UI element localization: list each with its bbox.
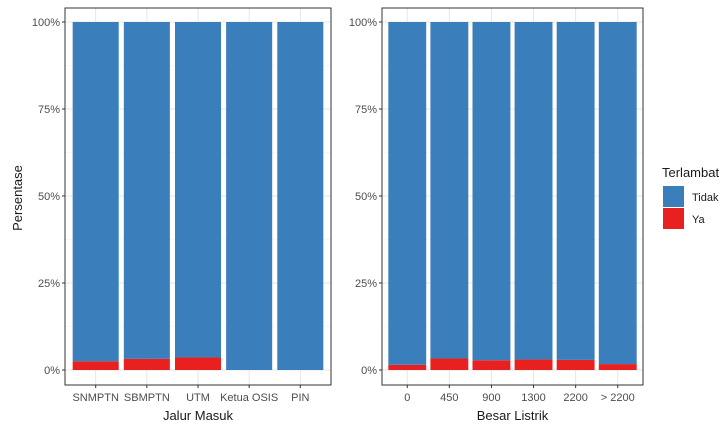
bar-ya-2200 (598, 364, 637, 370)
bar-tidak-2200 (556, 22, 595, 360)
x-tick-label-2200: 2200 (563, 392, 587, 404)
x-tick-label-1300: 1300 (521, 392, 545, 404)
bar-ya-900 (472, 360, 511, 370)
bar-tidak-pin (277, 22, 324, 370)
bar-tidak-sbmptn (123, 22, 170, 359)
y-tick-label: 0% (361, 365, 377, 377)
y-tick-label: 50% (355, 191, 377, 203)
bar-tidak-utm (174, 22, 222, 358)
legend-key-tidak (663, 186, 684, 207)
bar-ya-1300 (514, 359, 553, 370)
x-tick-label-ketua-osis: Ketua OSIS (220, 392, 278, 404)
bar-tidak-ketua-osis (226, 22, 273, 370)
bar-ya-snmptn (72, 361, 119, 370)
y-axis-label: Persentase (10, 165, 25, 231)
panel-jalur-masuk: SNMPTN SBMPTN UTM Ketua OSIS PIN 0% 25% 50% 75% 1… (32, 7, 332, 423)
x-axis-label: Jalur Masuk (163, 408, 234, 423)
x-tick-label-0: 0 (404, 392, 410, 404)
panel-besar-listrik: 0 450 900 1300 2200 > 2200 0% 25% 50% 75% 100% Besa… (349, 7, 644, 423)
y-tick-label: 100% (349, 17, 377, 29)
x-tick-label-2200: > 2200 (601, 392, 635, 404)
panel-border (381, 7, 644, 386)
x-tick-label-900: 900 (482, 392, 500, 404)
legend-title: Terlambat (662, 165, 719, 180)
y-tick-label: 50% (38, 191, 60, 203)
bar-ya-utm (174, 357, 222, 370)
bar-tidak-2200 (598, 22, 637, 365)
y-tick-label: 25% (38, 278, 60, 290)
bar-tidak-900 (472, 22, 511, 361)
y-tick-label: 25% (355, 278, 377, 290)
panel-border (64, 7, 332, 386)
bar-ya-2200 (556, 359, 595, 370)
bar-ya-sbmptn (123, 358, 170, 370)
bar-tidak-450 (430, 22, 469, 359)
y-tick-label: 75% (355, 104, 377, 116)
legend: Terlambat Tidak Ya (662, 165, 719, 229)
x-axis-label: Besar Listrik (477, 408, 549, 423)
x-tick-label-pin: PIN (291, 392, 309, 404)
y-tick-label: 75% (38, 104, 60, 116)
x-tick-label-sbmptn: SBMPTN (124, 392, 170, 404)
bar-tidak-0 (388, 22, 427, 365)
legend-label-ya: Ya (692, 214, 706, 226)
bar-tidak-1300 (514, 22, 553, 360)
x-tick-label-450: 450 (440, 392, 458, 404)
bar-tidak-snmptn (72, 22, 119, 362)
x-tick-label-utm: UTM (186, 392, 210, 404)
y-tick-label: 0% (44, 365, 60, 377)
legend-label-tidak: Tidak (692, 192, 719, 204)
legend-key-ya (663, 208, 684, 229)
bar-ya-0 (388, 364, 427, 370)
x-tick-label-snmptn: SNMPTN (72, 392, 119, 404)
bar-ya-450 (430, 358, 469, 370)
y-tick-label: 100% (32, 17, 60, 29)
